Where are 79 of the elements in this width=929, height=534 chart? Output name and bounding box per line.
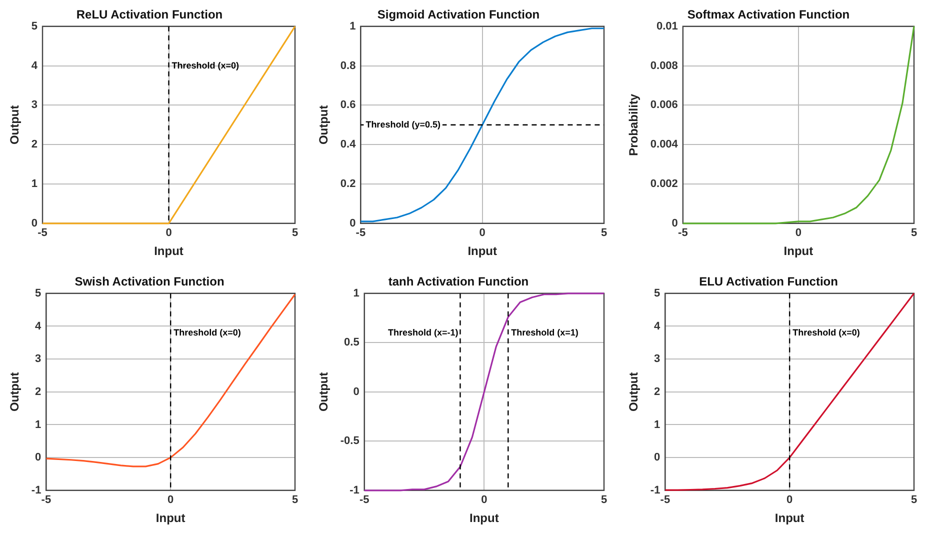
y-tick-label: 0.006	[650, 99, 678, 112]
x-tick-label: -5	[356, 227, 366, 240]
x-tick-label: 0	[166, 227, 172, 240]
y-tick-label: -1	[350, 484, 360, 496]
y-tick-label: 1	[31, 178, 38, 190]
x-axis-title: Input	[784, 244, 814, 258]
ref-line-label: Threshold (x=-1)	[388, 327, 458, 338]
y-tick-label: 0.2	[340, 178, 356, 190]
y-axis-title: Output	[316, 105, 331, 145]
y-tick-label: 0.004	[650, 138, 679, 151]
y-tick-label: 3	[35, 353, 42, 366]
x-axis-title: Input	[470, 511, 499, 526]
y-tick-label: 5	[654, 287, 660, 300]
y-tick-label: 0	[35, 452, 42, 464]
y-tick-label: 2	[654, 386, 660, 398]
y-tick-label: 2	[31, 138, 38, 151]
y-axis-title: Output	[626, 372, 641, 412]
chart-title: ELU Activation Function	[699, 274, 838, 289]
x-tick-label: 0	[479, 227, 486, 240]
y-tick-label: 1	[35, 418, 42, 431]
y-axis-title: Probability	[626, 94, 641, 156]
y-tick-label: 3	[31, 99, 38, 112]
y-tick-label: 3	[654, 353, 660, 366]
y-tick-label: 0	[350, 217, 356, 230]
y-axis-title: Output	[8, 372, 22, 412]
y-tick-label: 4	[654, 320, 662, 332]
x-tick-label: 5	[292, 227, 298, 240]
y-axis-title: Output	[8, 105, 22, 145]
x-tick-label: 0	[795, 227, 802, 240]
y-axis-title: Output	[316, 372, 331, 412]
x-tick-label: 0	[168, 494, 174, 506]
x-tick-label: 0	[786, 494, 793, 506]
y-tick-label: -0.5	[340, 435, 360, 448]
y-tick-label: 0.5	[344, 336, 360, 349]
y-tick-label: 0.6	[340, 99, 356, 112]
x-tick-label: 0	[481, 494, 488, 506]
y-tick-label: 5	[31, 20, 38, 32]
y-tick-label: 4	[31, 60, 38, 72]
x-axis-title: Input	[774, 511, 804, 526]
y-tick-label: 1	[353, 287, 360, 300]
y-tick-label: -1	[650, 484, 660, 496]
y-tick-label: 1	[350, 20, 356, 32]
y-tick-label: 0.4	[340, 138, 357, 151]
x-tick-label: 5	[910, 494, 918, 506]
ref-line-label: Threshold (x=0)	[172, 60, 240, 70]
y-tick-label: 0	[672, 217, 678, 230]
chart-title: Softmax Activation Function	[687, 8, 850, 22]
ref-line-label: Threshold (y=0.5)	[366, 119, 440, 130]
y-tick-label: 0.01	[656, 20, 678, 32]
y-tick-label: 0	[31, 217, 38, 230]
ref-line-label: Threshold (x=0)	[792, 327, 860, 338]
x-tick-label: -5	[38, 227, 48, 240]
x-axis-title: Input	[468, 244, 498, 258]
x-tick-label: -5	[359, 494, 370, 506]
x-tick-label: -5	[41, 494, 52, 506]
chart-title: Sigmoid Activation Function	[377, 8, 540, 22]
y-tick-label: -1	[31, 484, 42, 496]
y-tick-label: 0	[654, 452, 660, 464]
ref-line-label: Threshold (x=1)	[511, 327, 578, 338]
y-tick-label: 0	[353, 386, 360, 398]
chart-title: tanh Activation Function	[388, 274, 529, 289]
y-tick-label: 4	[35, 320, 42, 332]
chart-title: Swish Activation Function	[74, 274, 224, 289]
ref-line-label: Threshold (x=0)	[174, 327, 241, 338]
y-tick-label: 5	[35, 287, 42, 300]
y-tick-label: 2	[35, 386, 42, 398]
chart-title: ReLU Activation Function	[76, 8, 223, 22]
x-tick-label: -5	[678, 227, 688, 240]
y-tick-label: 0.002	[650, 178, 678, 190]
x-tick-label: 5	[600, 494, 608, 506]
x-axis-title: Input	[156, 511, 186, 526]
y-tick-label: 1	[654, 418, 660, 431]
y-tick-label: 0.8	[340, 60, 356, 72]
x-tick-label: 5	[910, 227, 918, 240]
y-tick-label: 0.008	[650, 60, 678, 72]
x-tick-label: 5	[600, 227, 608, 240]
x-tick-label: -5	[660, 494, 670, 506]
x-axis-title: Input	[154, 244, 184, 258]
x-tick-label: 5	[292, 494, 298, 506]
